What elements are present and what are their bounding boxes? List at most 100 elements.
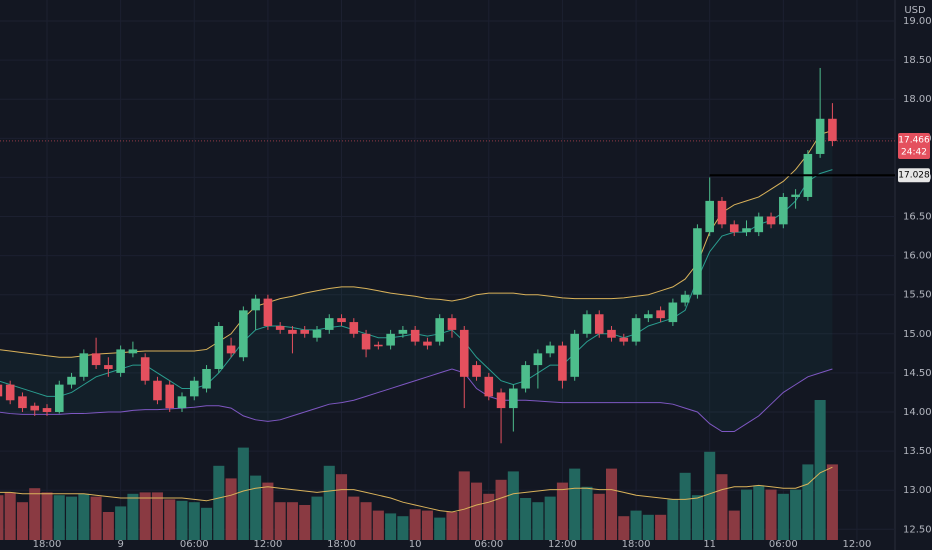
candle-body	[705, 200, 714, 233]
candle-body	[570, 333, 579, 377]
volume-bar	[250, 475, 262, 540]
candle-body	[312, 329, 322, 338]
volume-bar	[520, 498, 532, 540]
candle-body	[263, 298, 273, 326]
candle-body	[815, 118, 825, 154]
candle-body	[619, 337, 629, 342]
volume-bar	[372, 510, 384, 540]
price-label: 17.466	[898, 135, 930, 145]
volume-bar	[507, 471, 519, 540]
candle-body	[729, 224, 739, 233]
x-tick-label: 12:00	[548, 539, 577, 550]
x-tick-label: 18:00	[327, 539, 356, 550]
volume-bar	[409, 509, 421, 540]
volume-bar	[348, 496, 360, 540]
volume-bar	[716, 474, 728, 540]
x-tick-label: 18:00	[33, 539, 62, 550]
candle-body	[398, 329, 408, 334]
volume-bar	[556, 482, 568, 540]
candle-body	[754, 216, 764, 233]
y-tick-label: 19.000	[903, 16, 932, 27]
x-tick-label: 9	[117, 539, 123, 550]
volume-bar	[237, 447, 249, 540]
candle-body	[631, 318, 641, 342]
volume-bar	[336, 474, 348, 540]
volume-bar	[446, 512, 458, 540]
volume-bar	[274, 502, 286, 540]
x-tick-label: 11	[703, 539, 716, 550]
level-label: 17.028	[898, 171, 930, 181]
volume-bar	[90, 496, 102, 540]
volume-bar	[483, 493, 495, 540]
volume-bar	[642, 514, 654, 540]
volume-bar	[127, 493, 139, 540]
volume-bar	[115, 506, 127, 540]
y-tick-label: 13.000	[903, 485, 932, 496]
y-tick-label: 16.500	[903, 212, 932, 223]
candle-body	[153, 380, 162, 401]
volume-bar	[323, 465, 335, 540]
candle-body	[459, 329, 469, 377]
volume-bar	[740, 489, 753, 540]
candle-body	[30, 405, 40, 411]
candle-body	[91, 353, 101, 366]
volume-bar	[16, 502, 28, 540]
x-tick-label: 12:00	[253, 539, 282, 550]
x-tick-label: 06:00	[180, 539, 209, 550]
volume-bar	[176, 500, 188, 540]
volume-bar	[53, 495, 65, 540]
candle-body	[374, 344, 383, 347]
candle-body	[0, 384, 3, 397]
currency-label: USD	[904, 5, 926, 16]
y-tick-label: 14.500	[903, 368, 932, 379]
volume-bar	[471, 482, 483, 540]
price-tag	[898, 132, 930, 159]
candle-body	[435, 318, 445, 342]
candle-body	[214, 325, 224, 369]
candle-body	[533, 353, 543, 366]
candle-body	[128, 349, 138, 354]
volume-bar	[151, 492, 163, 540]
candle-body	[239, 310, 248, 358]
candle-body	[410, 329, 420, 342]
volume-bar	[630, 510, 642, 540]
candle-body	[558, 345, 567, 381]
candle-body	[349, 322, 359, 334]
candle-body	[545, 345, 555, 354]
candle-body	[79, 353, 89, 377]
volume-bar	[4, 492, 16, 540]
candle-body	[288, 329, 297, 334]
volume-bar	[139, 492, 151, 540]
candle-body	[693, 228, 702, 295]
volume-bar	[790, 489, 802, 540]
y-tick-label: 16.000	[903, 251, 932, 262]
volume-bar	[78, 493, 90, 540]
countdown-label: 24:42	[901, 147, 927, 157]
candle-body	[779, 196, 788, 225]
candle-body	[607, 329, 616, 338]
candle-body	[116, 349, 125, 373]
candle-body	[496, 392, 506, 409]
candle-body	[251, 298, 260, 311]
candle-body	[324, 318, 334, 330]
volume-bar	[544, 496, 556, 540]
volume-bar	[299, 505, 311, 540]
volume-bar	[41, 492, 53, 540]
volume-bar	[691, 495, 703, 540]
candle-body	[766, 216, 776, 225]
band-fill	[0, 130, 833, 432]
candle-body	[423, 341, 432, 346]
candle-body	[656, 310, 665, 319]
y-tick-label: 18.500	[903, 55, 932, 66]
volume-bar	[434, 517, 446, 540]
x-tick-label: 18:00	[622, 539, 651, 550]
candle-body	[5, 384, 15, 401]
volume-bar	[213, 465, 225, 540]
x-tick-label: 06:00	[769, 539, 798, 550]
volume-bar	[102, 512, 114, 540]
level-tag	[898, 168, 930, 183]
volume-bar	[0, 495, 4, 540]
candle-body	[189, 380, 199, 397]
